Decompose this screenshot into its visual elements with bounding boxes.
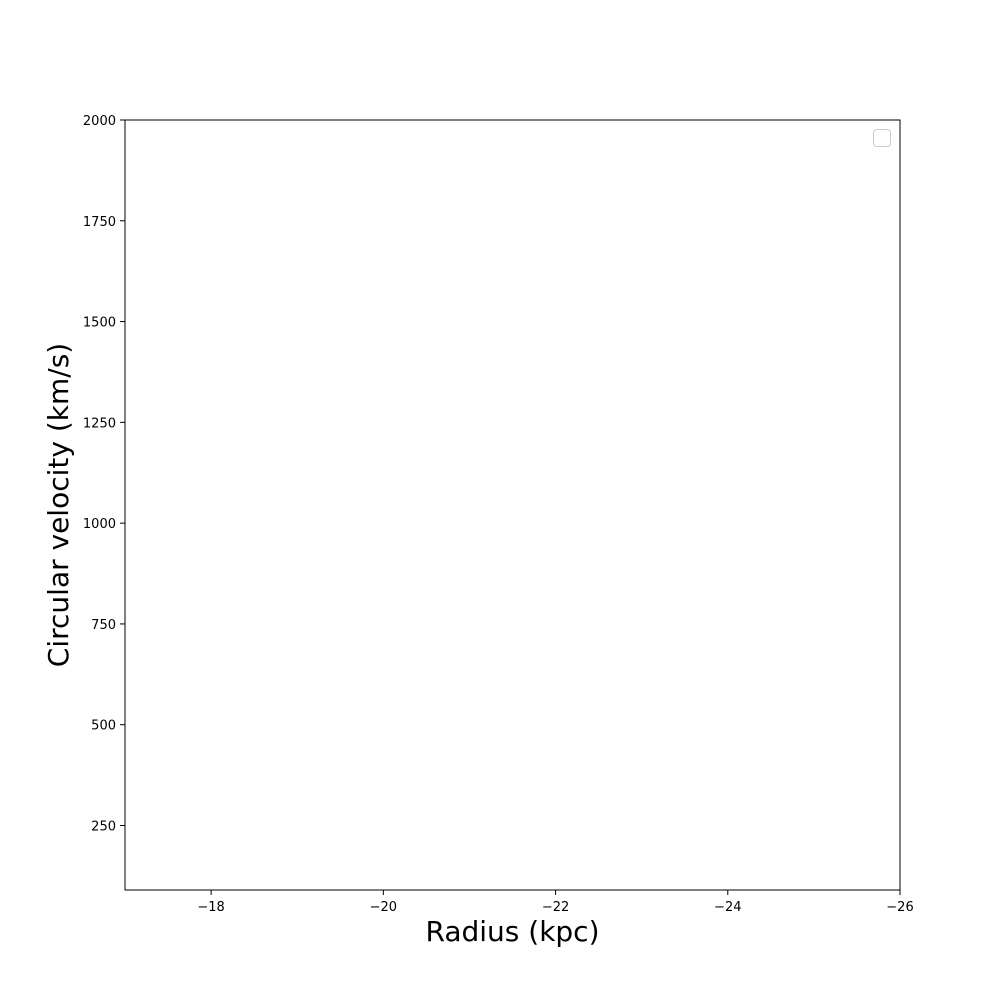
y-axis-ticks: 250 500 750 1000 1250 1500 1750 2000 — [83, 114, 125, 834]
plot-area — [124, 119, 901, 891]
y-tick-label: 1000 — [83, 517, 116, 532]
x-tick-label: −20 — [370, 900, 397, 915]
y-tick-label: 2000 — [83, 114, 116, 129]
x-tick-label: −24 — [714, 900, 741, 915]
x-tick-label: −22 — [542, 900, 569, 915]
x-tick-label: −26 — [886, 900, 913, 915]
axes-frame — [124, 119, 901, 891]
x-axis-label: Radius (kpc) — [425, 915, 599, 948]
x-axis-ticks: −18 −20 −22 −24 −26 — [197, 890, 914, 915]
y-tick-label: 250 — [91, 819, 116, 834]
y-tick-label: 500 — [91, 719, 116, 734]
legend — [873, 129, 891, 147]
legend-box — [873, 129, 891, 147]
y-tick-label: 750 — [91, 618, 116, 633]
y-tick-label: 1750 — [83, 215, 116, 230]
x-tick-label: −18 — [197, 900, 224, 915]
y-tick-label: 1250 — [83, 416, 116, 431]
y-tick-label: 1500 — [83, 316, 116, 331]
y-axis-label: Circular velocity (km/s) — [42, 343, 75, 667]
